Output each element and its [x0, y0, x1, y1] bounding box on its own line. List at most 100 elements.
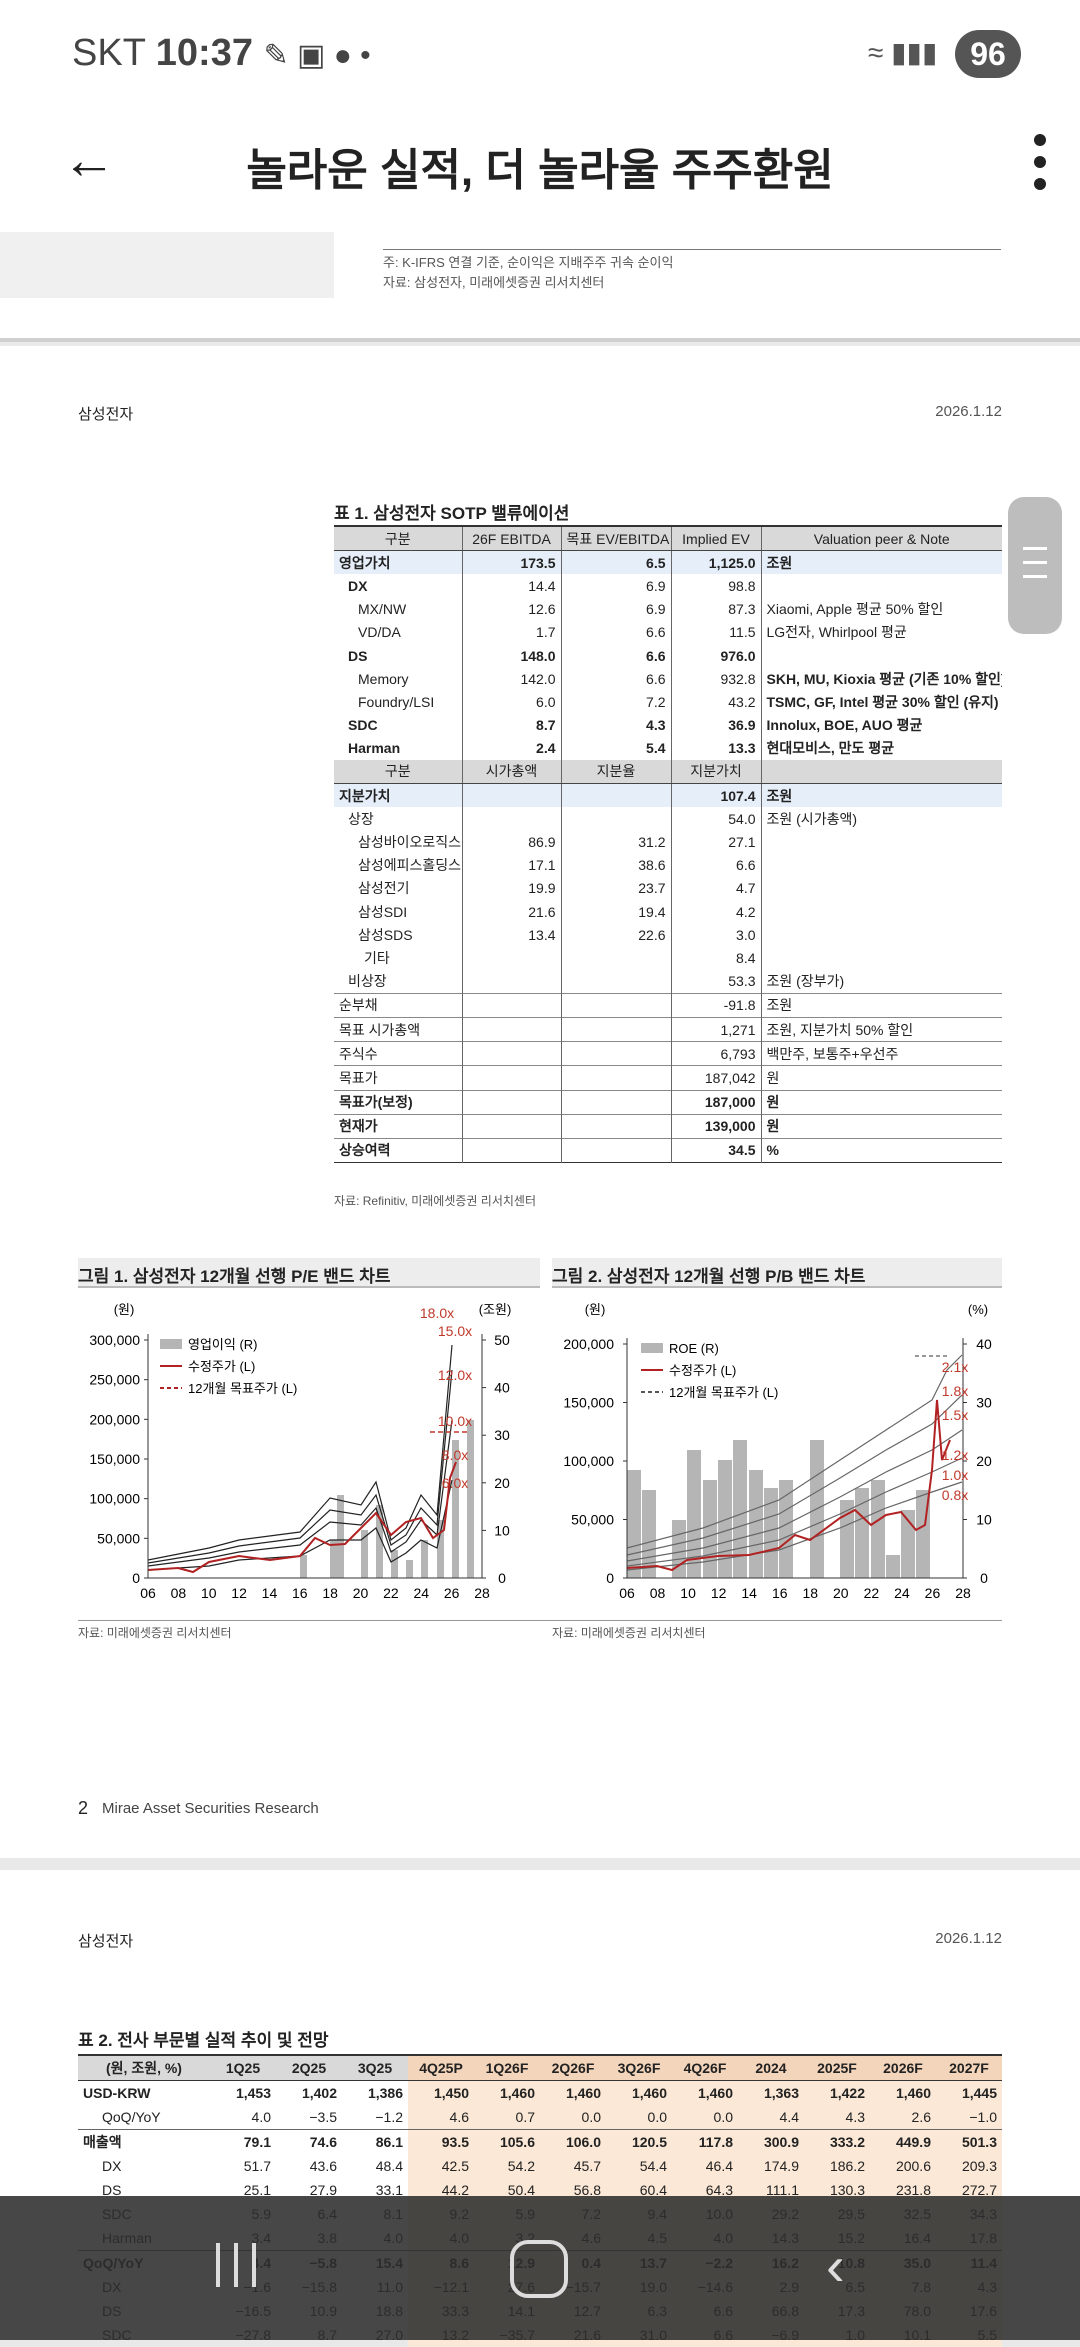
table-cell: 4.4 [738, 2105, 804, 2130]
table-cell: MX/NW [358, 601, 407, 618]
x-tick-label: 10 [680, 1585, 696, 1601]
table-cell: 51.7 [243, 2158, 271, 2174]
app-header-bg [0, 0, 1080, 230]
table-cell: 1,445 [936, 2080, 1002, 2105]
page-header: 삼성전자 [78, 406, 134, 423]
table-cell: 107.4 [670, 783, 761, 808]
y-tick-label: 0 [606, 1570, 614, 1586]
table-cell: 1,450 [408, 2080, 474, 2105]
table-row: Harman 2.4 5.4 13.3 현대모비스, 만도 평균 [334, 736, 1002, 760]
table-title: 표 1. 삼성전자 SOTP 밸류에이션 [334, 504, 570, 523]
table-cell: 2025F [804, 2054, 870, 2081]
back-nav-button[interactable]: ‹ [826, 2234, 845, 2297]
table-row: 목표 시가총액 1,271 조원, 지분가치 50% 할인 [334, 1016, 1002, 1042]
table-cell [461, 992, 561, 1018]
table-cell: 187,000 [670, 1089, 761, 1115]
table-cell: 21.6 [461, 900, 561, 924]
table-cell: 48.4 [375, 2158, 403, 2174]
legend-label: 12개월 목표주가 (L) [669, 1385, 778, 1400]
table-row: VD/DA 1.7 6.6 11.5 LG전자, Whirlpool 평균 [334, 620, 1002, 644]
y2-tick-label: 0 [498, 1570, 506, 1586]
table-cell: 105.6 [474, 2129, 540, 2154]
table-cell: DS [102, 2182, 122, 2198]
table-cell: 구분 [334, 526, 462, 552]
table-cell [461, 1089, 561, 1115]
table-cell: 4.3 [560, 713, 671, 737]
table-cell: 13.3 [670, 736, 761, 760]
table-cell [760, 900, 1002, 924]
table-row: QoQ/YoY 4.0 −3.5 −1.2 4.6 0.7 0.0 0.0 0.0 4.4 4.3 2… [78, 2105, 1002, 2130]
table-row: (원, 조원, %) 1Q25 2Q25 3Q25 4Q25P 1Q26F 2Q26F 3Q2… [78, 2054, 1002, 2081]
table-cell [560, 969, 671, 994]
table-cell: 삼성바이오로직스 [358, 834, 462, 851]
table-cell: 1,460 [870, 2080, 936, 2105]
table-cell: 200.6 [870, 2154, 936, 2178]
table-cell: 1Q25 [210, 2054, 276, 2081]
figure-title: 그림 1. 삼성전자 12개월 선행 P/E 밴드 차트 [78, 1267, 391, 1286]
table-cell [760, 759, 1002, 785]
table-cell: 14.4 [461, 574, 561, 598]
table-cell: 117.8 [672, 2129, 738, 2154]
home-button[interactable] [510, 2240, 568, 2298]
band-label: 0.8x [942, 1487, 968, 1503]
earnings-bars [300, 1420, 474, 1578]
table-row: 목표가(보정) 187,000 원 [334, 1089, 1002, 1115]
table-cell: 현대모비스, 만도 평균 [760, 736, 1002, 760]
table-cell [560, 1065, 671, 1090]
table-cell: 1Q26F [474, 2054, 540, 2081]
table-cell: 4.2 [670, 900, 761, 924]
table-cell: DS [348, 647, 368, 664]
band-label: 8.0x [442, 1447, 468, 1463]
page-date: 2026.1.12 [935, 403, 1002, 420]
table-cell: 209.3 [936, 2154, 1002, 2178]
table-cell [560, 946, 671, 970]
table-cell: 54.4 [606, 2154, 672, 2178]
table-cell: 932.8 [670, 667, 761, 691]
table-cell: 23.7 [560, 876, 671, 900]
table-row: 주식수 6,793 백만주, 보통주+우선주 [334, 1041, 1002, 1066]
menu-button[interactable] [1034, 134, 1052, 190]
table-row: 삼성전기 19.9 23.7 4.7 [334, 876, 1002, 900]
table-cell: 3Q26F [606, 2054, 672, 2081]
x-tick-label: 12 [231, 1585, 247, 1601]
band-label: 1.2x [942, 1447, 968, 1463]
table-cell: 8.4 [670, 946, 761, 970]
table-cell: 17.1 [461, 853, 561, 877]
table-cell: 원 [760, 1065, 1002, 1090]
recents-button[interactable] [214, 2243, 258, 2287]
table-cell: 원 [760, 1089, 1002, 1115]
x-tick-label: 06 [619, 1585, 635, 1601]
table-cell: Xiaomi, Apple 평균 50% 할인 [760, 597, 1002, 621]
table-cell: 1,460 [540, 2080, 606, 2105]
table-cell: 6.5 [560, 550, 671, 575]
x-tick-label: 16 [772, 1585, 788, 1601]
table-cell: 8.7 [461, 713, 561, 737]
table-cell: 지분율 [560, 759, 671, 785]
y2-tick-label: 40 [976, 1336, 992, 1352]
rule [383, 249, 1001, 250]
scroll-thumb[interactable] [1008, 497, 1062, 634]
table-row: Foundry/LSI 6.0 7.2 43.2 TSMC, GF, Intel 평균 … [334, 690, 1002, 714]
table-row: 삼성에피스홀딩스 17.1 38.6 6.6 [334, 853, 1002, 877]
table-cell: 98.8 [670, 574, 761, 598]
table-cell: 5.4 [560, 736, 671, 760]
table-cell: 36.9 [670, 713, 761, 737]
table-cell: 조원 [760, 992, 1002, 1018]
table-row: SDC 8.7 4.3 36.9 Innolux, BOE, AUO 평균 [334, 713, 1002, 737]
table-row: 상장 54.0 조원 (시가총액) [334, 807, 1002, 831]
table-cell [560, 1137, 671, 1163]
y2-tick-label: 30 [976, 1395, 992, 1411]
table-cell: 34.5 [670, 1137, 761, 1163]
table-row: 비상장 53.3 조원 (장부가) [334, 969, 1002, 994]
band-label: 1.0x [942, 1467, 968, 1483]
table-cell: 45.7 [540, 2154, 606, 2178]
table-row: 매출액 79.1 74.6 86.1 93.5 105.6 106.0 120.5 117.8 3… [78, 2129, 1002, 2154]
y2-tick-label: 20 [976, 1453, 992, 1469]
back-button[interactable]: ← [62, 130, 116, 190]
table-cell [461, 969, 561, 994]
table-cell: SDC [348, 717, 378, 734]
table-cell: 148.0 [461, 643, 561, 668]
y-unit: (원) [585, 1302, 606, 1317]
price-line [626, 1399, 951, 1572]
clock: 10:37 [155, 32, 253, 74]
